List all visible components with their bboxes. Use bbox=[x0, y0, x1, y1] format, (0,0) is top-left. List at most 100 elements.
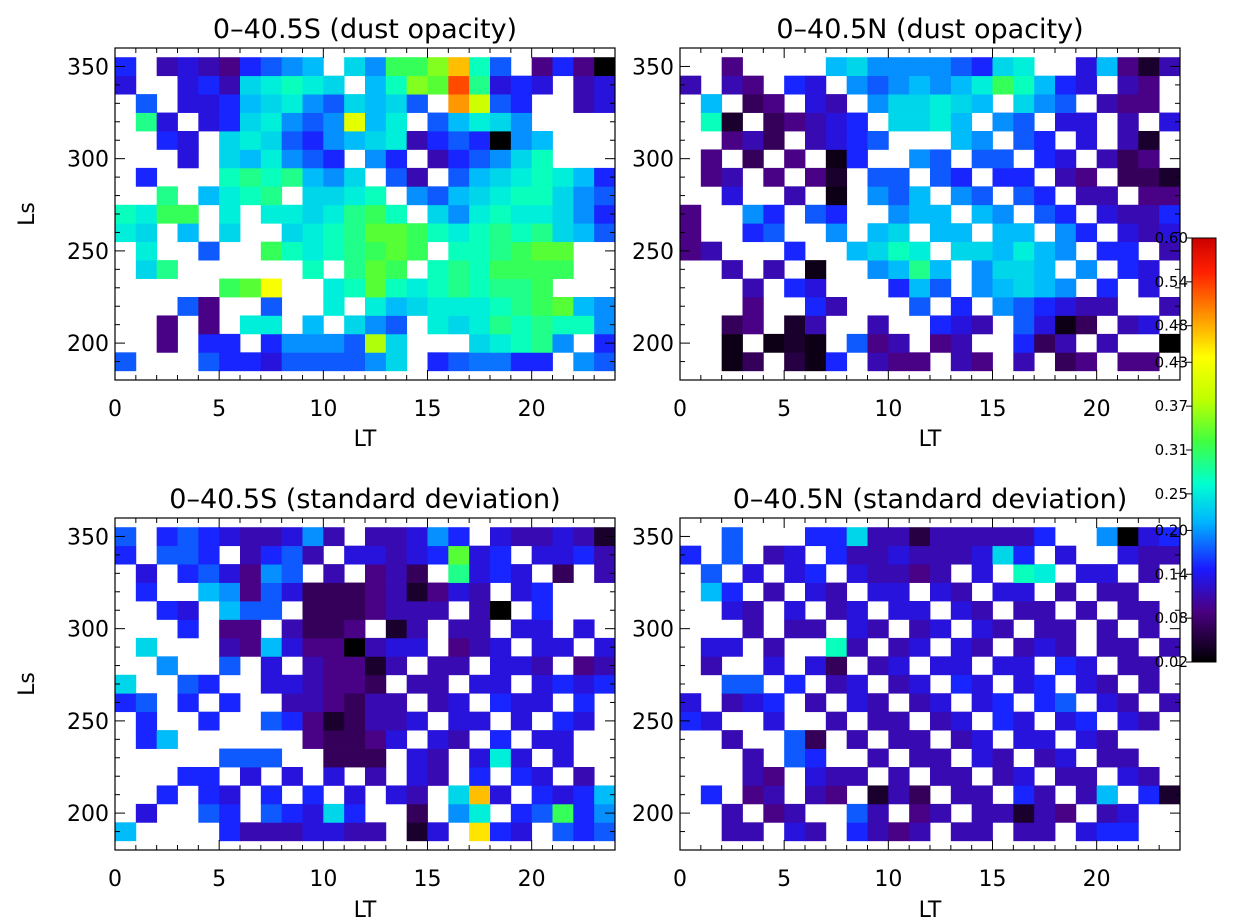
heatmap-cell bbox=[950, 545, 973, 565]
heatmap-cell bbox=[1013, 527, 1035, 547]
heatmap-cell bbox=[784, 112, 806, 132]
heatmap-cell bbox=[846, 693, 868, 713]
heatmap-cell bbox=[1055, 352, 1077, 372]
heatmap-cell bbox=[198, 674, 220, 694]
heatmap-cell bbox=[1138, 223, 1160, 243]
heatmap-cell bbox=[909, 730, 931, 749]
heatmap-cell bbox=[365, 149, 387, 169]
heatmap-cell bbox=[552, 711, 574, 731]
heatmap-cell bbox=[1117, 57, 1139, 77]
heatmap-cell bbox=[448, 711, 470, 731]
heatmap-cell bbox=[805, 75, 827, 95]
heatmap-cell bbox=[573, 186, 595, 206]
colorbar-tick-label: 0.25 bbox=[1155, 485, 1188, 503]
heatmap-cell bbox=[1013, 730, 1035, 749]
heatmap-cell bbox=[510, 260, 533, 279]
heatmap-cell bbox=[281, 352, 303, 372]
heatmap-cell bbox=[219, 527, 241, 547]
heatmap-cell bbox=[909, 545, 931, 565]
heatmap-cell bbox=[573, 619, 595, 639]
heatmap-cell bbox=[971, 315, 993, 335]
heatmap-cell bbox=[1013, 333, 1035, 353]
panel-stddev-south: 0–40.5S (standard deviation) 0 5 10 15 20 200… bbox=[15, 484, 616, 923]
heatmap-cell bbox=[1034, 601, 1056, 620]
heatmap-cell bbox=[992, 767, 1014, 786]
heatmap-cell bbox=[846, 767, 868, 786]
heatmap-cell bbox=[385, 619, 408, 639]
heatmap-cell bbox=[573, 767, 595, 786]
heatmap-cell bbox=[573, 352, 595, 372]
heatmap-cell bbox=[531, 315, 553, 335]
heatmap-cell bbox=[365, 637, 387, 657]
heatmap-cell bbox=[1034, 131, 1056, 150]
heatmap-cell bbox=[1117, 94, 1139, 113]
heatmap-cell bbox=[784, 278, 806, 298]
heatmap-cell bbox=[406, 674, 428, 694]
heatmap-cell bbox=[573, 822, 595, 842]
heatmap-cell bbox=[219, 803, 241, 823]
panel-title: 0–40.5S (standard deviation) bbox=[169, 484, 560, 515]
heatmap-cell bbox=[867, 223, 889, 243]
heatmap-cell bbox=[240, 601, 262, 620]
heatmap-cell bbox=[971, 149, 993, 169]
heatmap-cell bbox=[490, 297, 512, 316]
x-tick-label: 20 bbox=[518, 867, 546, 892]
heatmap-cell bbox=[1055, 204, 1077, 224]
heatmap-cell bbox=[344, 204, 366, 224]
heatmap-cell bbox=[385, 352, 408, 372]
heatmap-cell bbox=[323, 94, 345, 113]
heatmap-cell bbox=[344, 711, 366, 731]
heatmap-cell bbox=[156, 527, 178, 547]
heatmap-cell bbox=[846, 803, 868, 823]
heatmap-cell bbox=[302, 674, 324, 694]
heatmap-cell bbox=[490, 112, 512, 132]
heatmap-cell bbox=[281, 767, 303, 786]
heatmap-cell bbox=[302, 803, 324, 823]
heatmap-cell bbox=[971, 527, 993, 547]
heatmap-cell bbox=[156, 656, 178, 676]
heatmap-cell bbox=[971, 57, 993, 77]
heatmap-cell bbox=[930, 315, 952, 335]
heatmap-cell bbox=[888, 241, 910, 261]
heatmap-cell bbox=[1138, 94, 1160, 113]
heatmap-cell bbox=[115, 204, 137, 224]
heatmap-cell bbox=[240, 767, 262, 786]
heatmap-cell bbox=[992, 693, 1014, 713]
heatmap-cell bbox=[281, 619, 303, 639]
heatmap-cell bbox=[1117, 803, 1139, 823]
heatmap-cell bbox=[992, 204, 1014, 224]
heatmap-cell bbox=[950, 767, 973, 786]
heatmap-cell bbox=[510, 278, 533, 298]
heatmap-cell bbox=[1138, 711, 1160, 731]
heatmap-cell bbox=[1034, 241, 1056, 261]
heatmap-cell bbox=[135, 223, 158, 243]
heatmap-cell bbox=[909, 619, 931, 639]
heatmap-cell bbox=[742, 674, 764, 694]
heatmap-cell bbox=[594, 223, 616, 243]
heatmap-cell bbox=[909, 204, 931, 224]
heatmap-cell bbox=[365, 260, 387, 279]
heatmap-cell bbox=[1138, 278, 1160, 298]
panel-title: 0–40.5S (dust opacity) bbox=[213, 14, 517, 45]
heatmap-cell bbox=[406, 297, 428, 316]
heatmap-cell bbox=[240, 112, 262, 132]
x-tick-label: 15 bbox=[979, 867, 1007, 892]
heatmap-cell bbox=[888, 94, 910, 113]
heatmap-cell bbox=[552, 803, 574, 823]
heatmap-cell bbox=[1138, 131, 1160, 150]
heatmap-cell bbox=[950, 75, 973, 95]
heatmap-cell bbox=[365, 730, 387, 749]
heatmap-cell bbox=[531, 545, 553, 565]
heatmap-cell bbox=[260, 131, 283, 150]
heatmap-cell bbox=[344, 601, 366, 620]
heatmap-cell bbox=[427, 149, 449, 169]
heatmap-cell bbox=[490, 785, 512, 805]
heatmap-cell bbox=[219, 656, 241, 676]
colorbar-tick-label: 0.37 bbox=[1155, 397, 1188, 415]
heatmap-cell bbox=[721, 674, 743, 694]
heatmap-cell bbox=[971, 94, 993, 113]
heatmap-cell bbox=[385, 785, 408, 805]
heatmap-cell bbox=[805, 656, 827, 676]
heatmap-cell bbox=[1013, 601, 1035, 620]
heatmap-cell bbox=[784, 822, 806, 842]
